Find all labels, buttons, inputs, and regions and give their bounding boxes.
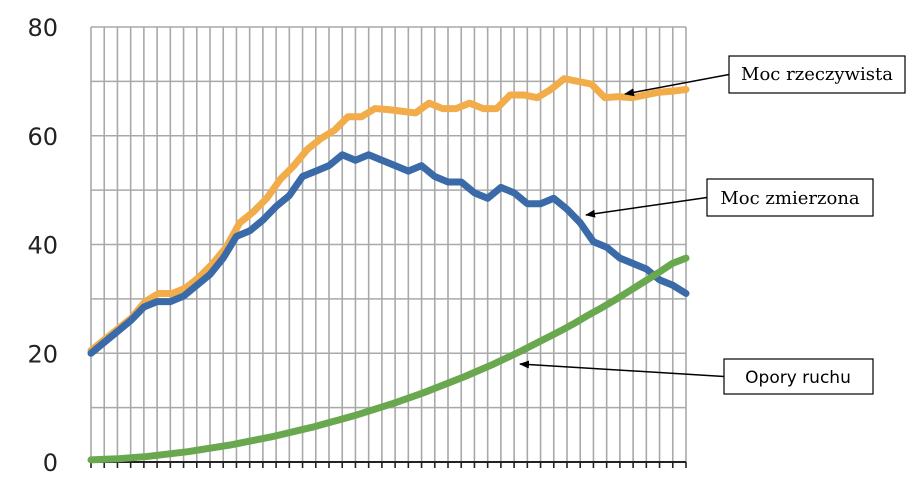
series-line-3 — [87, 254, 690, 464]
y-tick-label: 0 — [43, 449, 58, 477]
y-tick-label: 80 — [27, 14, 58, 42]
series-line-1 — [87, 75, 690, 355]
y-axis-tick-labels: 0 20 40 60 80 — [27, 14, 58, 477]
y-tick-label: 60 — [27, 123, 58, 151]
annotation-box — [706, 178, 874, 217]
annotation-arrow — [585, 196, 708, 218]
x-axis — [90, 461, 687, 468]
annotation-label: Moc rzeczywista — [741, 64, 893, 85]
series-line-2 — [87, 151, 690, 357]
annotation-box — [723, 358, 874, 395]
annotation-arrow — [624, 73, 730, 97]
y-tick-label: 20 — [27, 340, 58, 368]
annotation-box — [728, 55, 906, 94]
annotation-arrow — [519, 360, 725, 378]
series-lines — [87, 75, 690, 464]
y-tick-label: 40 — [27, 232, 58, 260]
annotation-label: Opory ruchu — [745, 368, 851, 388]
annotation-label: Moc zmierzona — [720, 188, 860, 209]
annotations: Moc rzeczywista Moc zmierzona Opory ruchu — [519, 55, 906, 395]
